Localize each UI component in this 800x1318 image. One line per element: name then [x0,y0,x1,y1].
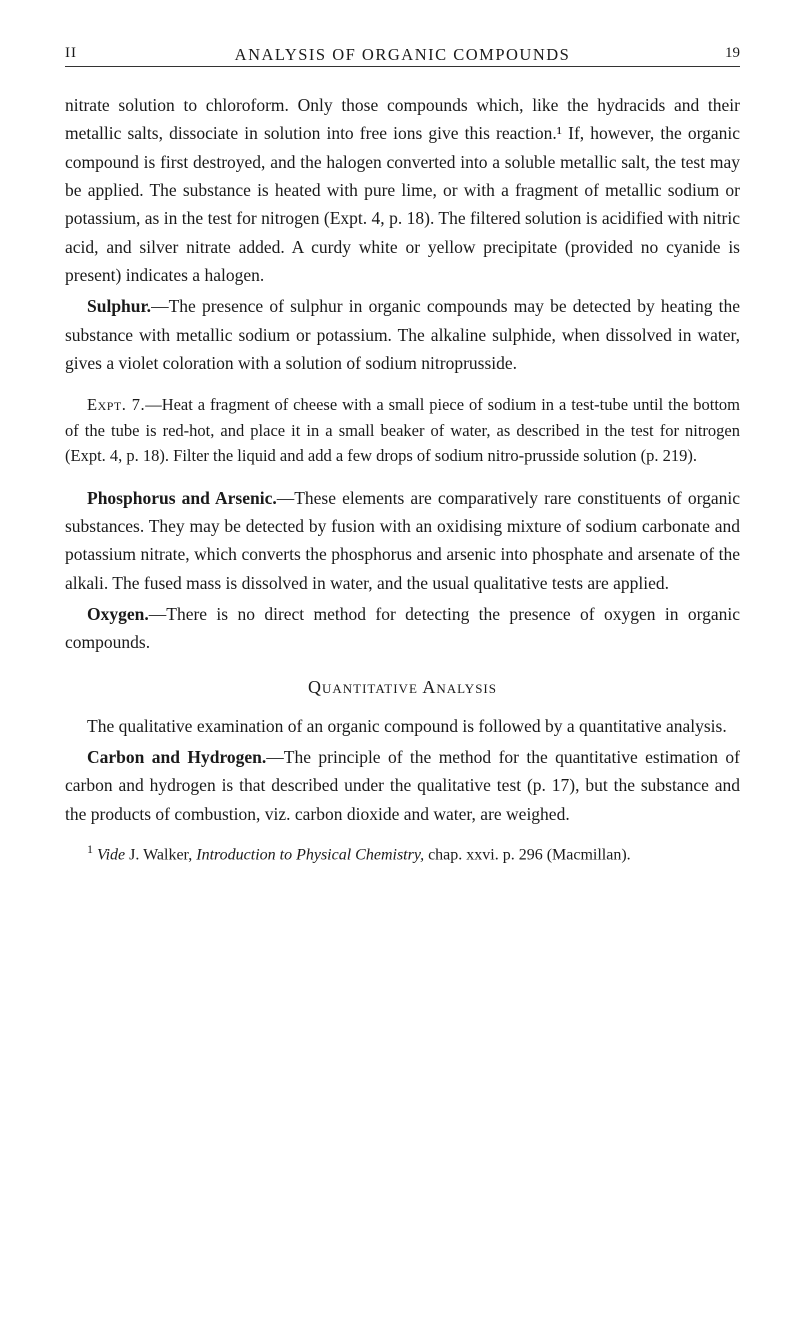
quantitative-intro: The qualitative examination of an organi… [65,712,740,740]
sulphur-text: —The presence of sulphur in organic comp… [65,296,740,373]
footnote-title: Introduction to Physical Chemistry, [196,846,424,863]
running-title: ANALYSIS OF ORGANIC COMPOUNDS [235,45,571,65]
footnote-1: 1 Vide J. Walker, Introduction to Physic… [65,840,740,867]
expt7-text: —Heat a fragment of cheese with a small … [65,395,740,465]
phosphorus-heading: Phosphorus and Arsenic. [87,488,277,508]
oxygen-text: —There is no direct method for detecting… [65,604,740,652]
footnote-rest: chap. xxvi. p. 296 (Macmillan). [424,846,631,863]
carbon-heading: Carbon and Hydrogen. [87,747,266,767]
phosphorus-section: Phosphorus and Arsenic.—These elements a… [65,484,740,597]
page-header: II ANALYSIS OF ORGANIC COMPOUNDS 19 [65,45,740,67]
chapter-number: II [65,45,77,62]
carbon-section: Carbon and Hydrogen.—The principle of th… [65,743,740,828]
page-number: 19 [725,45,740,62]
expt7-label: Expt. 7. [87,395,145,414]
experiment-7: Expt. 7.—Heat a fragment of cheese with … [65,392,740,468]
footnote-vide: Vide [97,846,125,863]
footnote-marker: 1 [87,842,93,856]
sulphur-heading: Sulphur. [87,296,151,316]
oxygen-section: Oxygen.—There is no direct method for de… [65,600,740,657]
continuation-paragraph: nitrate solution to chloroform. Only tho… [65,91,740,289]
footnote-author: J. Walker, [125,846,196,863]
sulphur-section: Sulphur.—The presence of sulphur in orga… [65,292,740,377]
oxygen-heading: Oxygen. [87,604,149,624]
quantitative-heading: Quantitative Analysis [65,677,740,698]
